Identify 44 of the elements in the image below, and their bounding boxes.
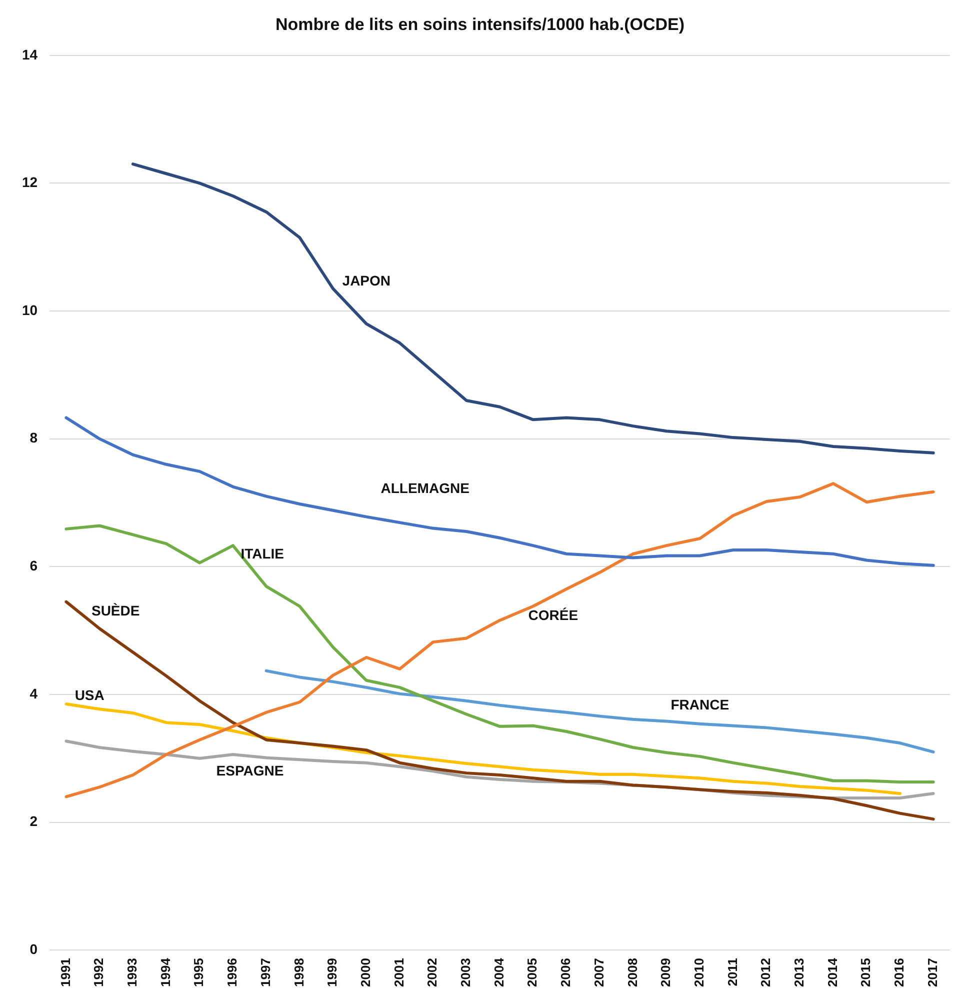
x-tick-label: 2003 [458,958,474,987]
series-label: JAPON [342,272,391,289]
x-tick-label: 1997 [258,958,273,987]
y-tick-label: 8 [30,430,38,446]
x-tick-label: 2015 [858,958,874,987]
y-tick-label: 10 [22,302,38,318]
series-label: SUÈDE [91,602,140,618]
x-tick-label: 2000 [358,958,373,987]
series-label: ITALIE [240,545,284,562]
x-tick-label: 1996 [224,958,240,987]
x-tick-label: 2012 [758,958,774,987]
series-label: CORÉE [528,607,578,624]
x-tick-label: 2007 [591,958,606,987]
x-tick-label: 2013 [792,958,807,987]
chart-title: Nombre de lits en soins intensifs/1000 hab.(OCDE) [275,14,685,34]
y-tick-label: 12 [22,174,38,190]
x-tick-label: 2017 [924,958,940,987]
y-tick-label: 6 [30,558,38,574]
x-tick-label: 2005 [524,958,540,987]
x-tick-label: 2016 [892,958,907,987]
x-tick-label: 2009 [658,958,674,987]
x-tick-label: 1993 [124,958,140,987]
series-label: ALLEMAGNE [380,480,470,496]
x-tick-label: 2002 [424,958,440,987]
x-tick-label: 2004 [491,957,506,987]
x-tick-label: 1999 [324,958,340,987]
y-tick-label: 4 [30,685,38,702]
y-tick-label: 2 [30,813,38,830]
x-tick-label: 2010 [691,958,706,987]
series-label: USA [74,687,104,704]
x-tick-label: 1991 [58,958,73,987]
series-label: FRANCE [670,696,730,713]
y-tick-label: 0 [30,940,38,957]
y-tick-label: 14 [22,46,38,62]
x-tick-label: 2014 [824,957,840,987]
series-label: ESPAGNE [216,762,284,778]
x-tick-label: 2001 [391,958,406,987]
x-tick-label: 2006 [558,958,574,987]
x-tick-label: 1992 [91,958,106,987]
x-tick-label: 1994 [158,957,173,987]
x-tick-label: 2008 [624,958,640,987]
x-tick-label: 1998 [291,958,306,987]
x-tick-label: 2011 [724,958,740,986]
x-tick-label: 1995 [191,958,206,987]
